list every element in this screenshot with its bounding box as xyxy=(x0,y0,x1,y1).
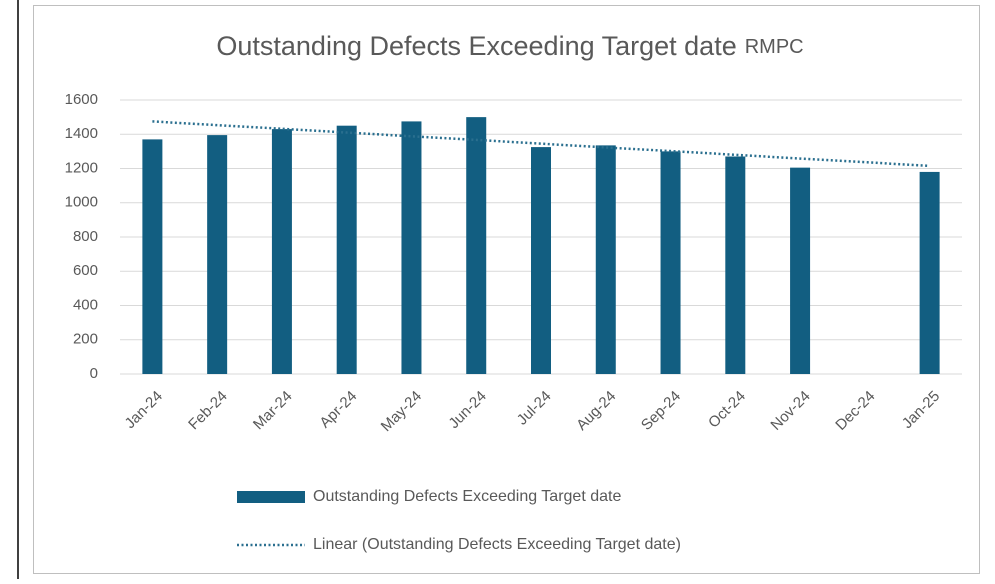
legend-label: Outstanding Defects Exceeding Target dat… xyxy=(313,488,621,505)
y-tick-label: 200 xyxy=(73,331,98,348)
bar xyxy=(595,145,616,374)
bar xyxy=(531,147,551,374)
bar xyxy=(725,156,746,374)
y-tick-label: 1000 xyxy=(65,194,98,211)
bar xyxy=(790,167,811,374)
chart-border xyxy=(33,5,980,574)
bar xyxy=(466,117,487,374)
legend-label: Linear (Outstanding Defects Exceeding Ta… xyxy=(313,536,681,553)
y-tick-label: 1200 xyxy=(65,159,98,176)
chart-title: Outstanding Defects Exceeding Target dat… xyxy=(216,31,736,61)
chart-title-group: Outstanding Defects Exceeding Target dat… xyxy=(216,31,803,61)
y-tick-label: 800 xyxy=(73,228,98,245)
y-tick-label: 400 xyxy=(73,296,98,313)
bar xyxy=(142,139,163,374)
chart-subtitle: RMPC xyxy=(745,36,804,58)
trendline xyxy=(152,120,930,168)
bar xyxy=(401,121,422,374)
bar xyxy=(271,129,292,374)
y-tick-label: 1400 xyxy=(65,125,98,142)
y-tick-label: 1600 xyxy=(65,91,98,108)
bar xyxy=(336,125,357,374)
y-tick-label: 0 xyxy=(90,365,98,382)
legend-swatch xyxy=(237,491,305,503)
bar xyxy=(207,135,228,374)
bar xyxy=(919,171,940,374)
y-tick-label: 600 xyxy=(73,262,98,279)
bar xyxy=(660,151,681,374)
